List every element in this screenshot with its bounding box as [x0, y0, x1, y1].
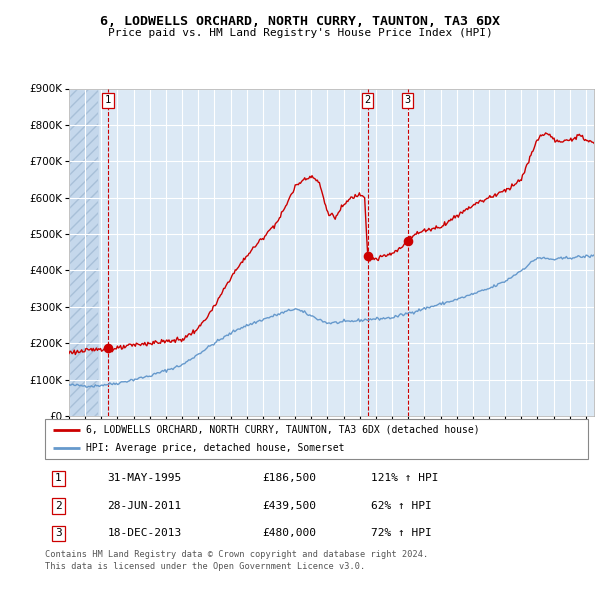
Bar	[69, 88, 98, 416]
Text: 6, LODWELLS ORCHARD, NORTH CURRY, TAUNTON, TA3 6DX (detached house): 6, LODWELLS ORCHARD, NORTH CURRY, TAUNTO…	[86, 425, 479, 435]
Text: £439,500: £439,500	[262, 501, 316, 511]
Text: 72% ↑ HPI: 72% ↑ HPI	[371, 529, 431, 538]
Text: 31-MAY-1995: 31-MAY-1995	[107, 473, 182, 483]
Text: 62% ↑ HPI: 62% ↑ HPI	[371, 501, 431, 511]
Bar	[69, 88, 98, 416]
Text: Price paid vs. HM Land Registry's House Price Index (HPI): Price paid vs. HM Land Registry's House …	[107, 28, 493, 38]
Text: This data is licensed under the Open Government Licence v3.0.: This data is licensed under the Open Gov…	[45, 562, 365, 571]
Text: £186,500: £186,500	[262, 473, 316, 483]
Text: 121% ↑ HPI: 121% ↑ HPI	[371, 473, 438, 483]
Point	[103, 343, 113, 353]
Text: 1: 1	[55, 473, 62, 483]
Point	[403, 237, 412, 246]
Text: 2: 2	[365, 95, 371, 105]
FancyBboxPatch shape	[45, 419, 588, 459]
Text: HPI: Average price, detached house, Somerset: HPI: Average price, detached house, Some…	[86, 443, 344, 453]
Text: 3: 3	[404, 95, 411, 105]
Text: 18-DEC-2013: 18-DEC-2013	[107, 529, 182, 538]
Text: 3: 3	[55, 529, 62, 538]
Point	[363, 251, 373, 261]
Text: 6, LODWELLS ORCHARD, NORTH CURRY, TAUNTON, TA3 6DX: 6, LODWELLS ORCHARD, NORTH CURRY, TAUNTO…	[100, 15, 500, 28]
Text: £480,000: £480,000	[262, 529, 316, 538]
Text: 2: 2	[55, 501, 62, 511]
Text: Contains HM Land Registry data © Crown copyright and database right 2024.: Contains HM Land Registry data © Crown c…	[45, 550, 428, 559]
Text: 1: 1	[105, 95, 111, 105]
Text: 28-JUN-2011: 28-JUN-2011	[107, 501, 182, 511]
